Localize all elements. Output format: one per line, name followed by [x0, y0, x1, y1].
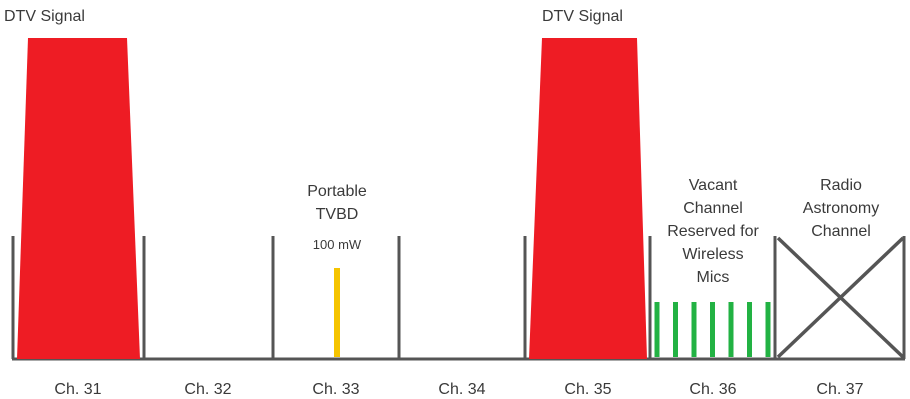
- dtv-signal-ch31: [17, 38, 140, 359]
- wireless-mic-bar: [765, 302, 771, 357]
- portable-tvbd-label-line: Portable: [307, 183, 367, 200]
- vacant-channel-label-line: Channel: [683, 200, 743, 217]
- vacant-channel-label-line: Wireless: [682, 246, 744, 263]
- tvbd-power-label: 100 mW: [312, 237, 362, 252]
- wireless-mic-bar: [691, 302, 697, 357]
- dtv-signal-label-1: DTV Signal: [4, 8, 85, 25]
- radio-astronomy-label: Radio Astronomy Channel: [778, 174, 904, 243]
- radio-astronomy-label-line: Astronomy: [802, 200, 880, 217]
- vacant-channel-label-line: Reserved for: [667, 223, 759, 240]
- vacant-channel-label-line: Vacant: [688, 177, 738, 194]
- dtv-signal-label-2: DTV Signal: [542, 8, 623, 25]
- channel-label-32: Ch. 32: [184, 381, 232, 398]
- radio-astronomy-cross: [776, 236, 905, 359]
- wireless-mic-bar: [710, 302, 715, 357]
- channel-label-33: Ch. 33: [312, 381, 360, 398]
- channel-label-35: Ch. 35: [564, 381, 612, 398]
- portable-tvbd-label-line: TVBD: [315, 206, 359, 223]
- vacant-channel-label: Vacant Channel Reserved for Wireless Mic…: [652, 174, 774, 289]
- channel-label-37: Ch. 37: [816, 381, 864, 398]
- wireless-mic-bar: [728, 302, 734, 357]
- channel-label-34: Ch. 34: [438, 381, 486, 398]
- channel-label-31: Ch. 31: [54, 381, 102, 398]
- wireless-mic-bar: [747, 302, 752, 357]
- radio-astronomy-label-line: Radio: [820, 177, 862, 194]
- channel-label-36: Ch. 36: [689, 381, 737, 398]
- portable-tvbd-label: Portable TVBD: [294, 180, 380, 226]
- vacant-channel-label-line: Mics: [696, 269, 730, 286]
- portable-tvbd-bar: [334, 268, 340, 357]
- radio-astronomy-label-line: Channel: [811, 223, 871, 240]
- wireless-mic-bar: [673, 302, 678, 357]
- wireless-mic-group: [654, 302, 771, 357]
- dtv-signal-ch35: [529, 38, 647, 359]
- wireless-mic-bar: [654, 302, 660, 357]
